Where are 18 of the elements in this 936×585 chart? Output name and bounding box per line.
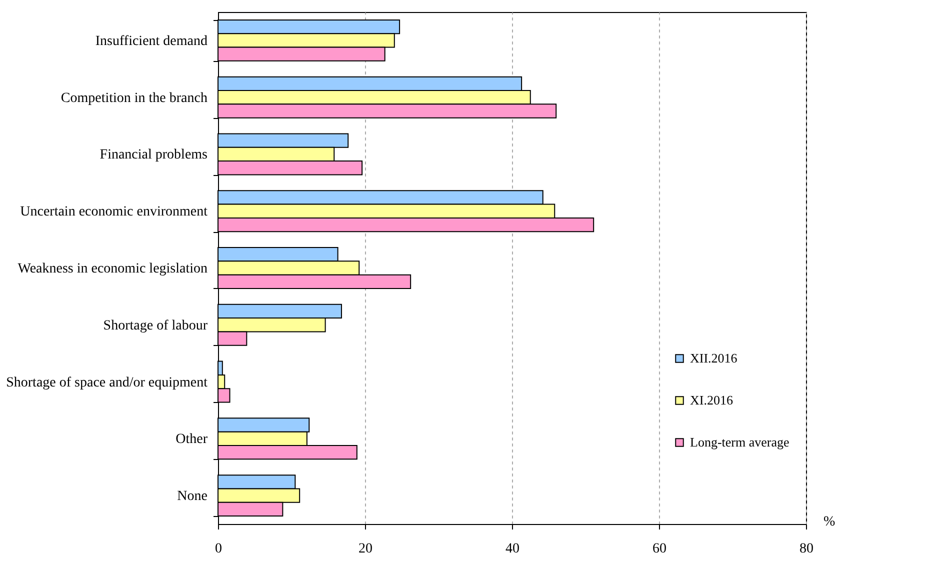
x-tick-label: 40 (506, 542, 520, 556)
y-tick-label: Uncertain economic environment (20, 204, 208, 220)
y-tick-label: Shortage of labour (103, 318, 208, 334)
y-tick-label: Other (176, 432, 208, 448)
y-tick-label: Competition in the branch (60, 90, 208, 106)
legend-label: XII.2016 (690, 350, 738, 366)
legend-label: Long-term average (690, 434, 790, 450)
y-tick-label: Insufficient demand (95, 34, 208, 49)
x-tick-label: 20 (358, 542, 372, 556)
y-tick-label: Financial problems (100, 148, 208, 163)
x-tick-label: 0 (215, 542, 222, 556)
x-tick-label: 60 (652, 542, 666, 556)
y-tick-label: Shortage of space and/or equipment (6, 375, 208, 390)
y-tick-label: Weakness in economic legislation (18, 262, 208, 276)
legend-label: XI.2016 (690, 392, 734, 408)
x-axis-title: % (824, 514, 836, 530)
y-tick-label: None (177, 489, 208, 504)
x-tick-label: 80 (800, 542, 814, 556)
